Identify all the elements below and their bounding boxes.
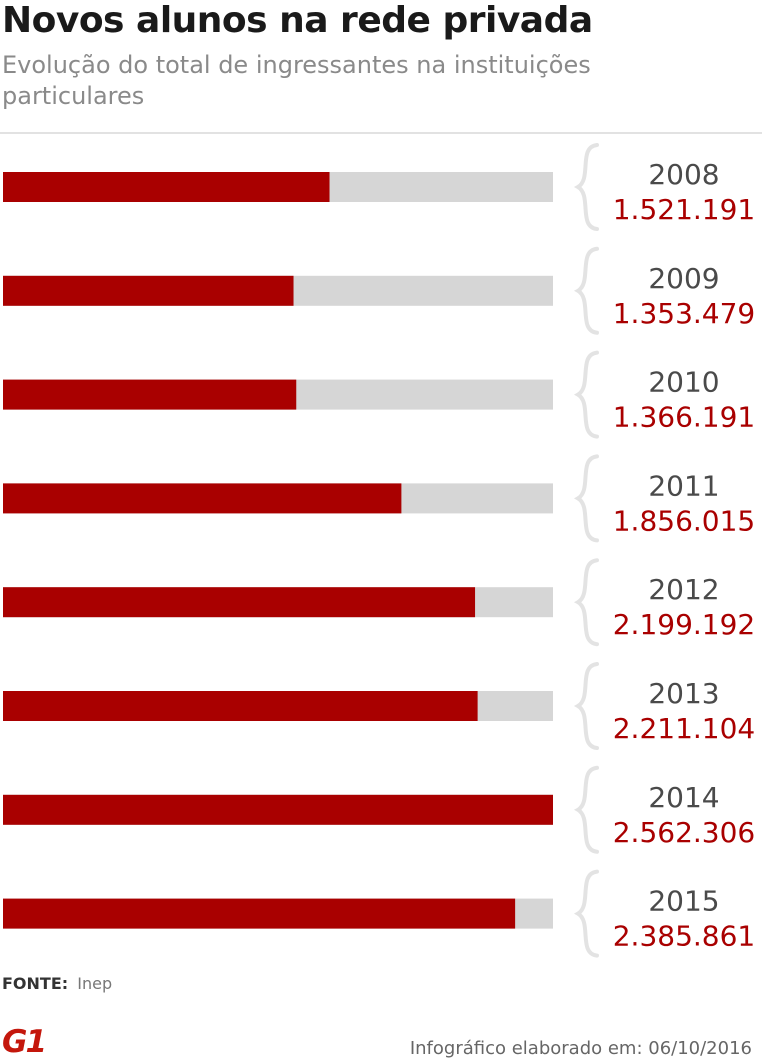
year-label-2014: 2014 — [648, 781, 719, 814]
year-label-2015: 2015 — [648, 885, 719, 918]
value-label-2012: 2.199.192 — [613, 608, 756, 641]
bar-2012 — [3, 587, 476, 618]
brace-2010 — [573, 350, 599, 439]
brace-2008 — [573, 143, 599, 231]
bar-2014 — [3, 794, 553, 825]
brace-2013 — [573, 662, 599, 750]
bar-2011 — [3, 483, 402, 514]
value-label-2010: 1.366.191 — [613, 401, 756, 434]
year-label-2012: 2012 — [648, 573, 719, 606]
bar-2008 — [3, 172, 330, 202]
value-label-2013: 2.211.104 — [613, 712, 756, 745]
brace-2009 — [573, 246, 599, 335]
credit-note: Infográfico elaborado em: 06/10/2016 — [409, 1038, 752, 1059]
source-value: Inep — [77, 974, 113, 993]
brace-2011 — [573, 454, 599, 543]
g1-logo: G1 — [2, 1024, 47, 1060]
year-label-2011: 2011 — [648, 469, 719, 502]
bar-2013 — [3, 691, 478, 721]
header-divider — [0, 132, 762, 134]
bar-2009 — [3, 275, 294, 306]
value-label-2014: 2.562.306 — [613, 816, 756, 849]
value-label-2008: 1.521.191 — [613, 193, 756, 226]
year-label-2008: 2008 — [648, 158, 719, 191]
value-label-2009: 1.353.479 — [613, 297, 756, 330]
value-label-2011: 1.856.015 — [613, 504, 756, 537]
chart-subtitle: Evolução do total de ingressantes na ins… — [2, 51, 591, 110]
source-label: FONTE: — [2, 974, 69, 993]
chart-title: Novos alunos na rede privada — [2, 0, 593, 41]
brace-2015 — [573, 869, 599, 958]
source-note: FONTE: Inep — [2, 974, 112, 993]
brace-2014 — [573, 765, 599, 854]
year-label-2013: 2013 — [648, 677, 719, 710]
year-label-2010: 2010 — [648, 366, 719, 399]
bar-2015 — [3, 898, 516, 929]
value-label-2015: 2.385.861 — [613, 920, 756, 953]
year-label-2009: 2009 — [648, 262, 719, 295]
bar-2010 — [3, 379, 297, 410]
brace-2012 — [573, 558, 599, 647]
